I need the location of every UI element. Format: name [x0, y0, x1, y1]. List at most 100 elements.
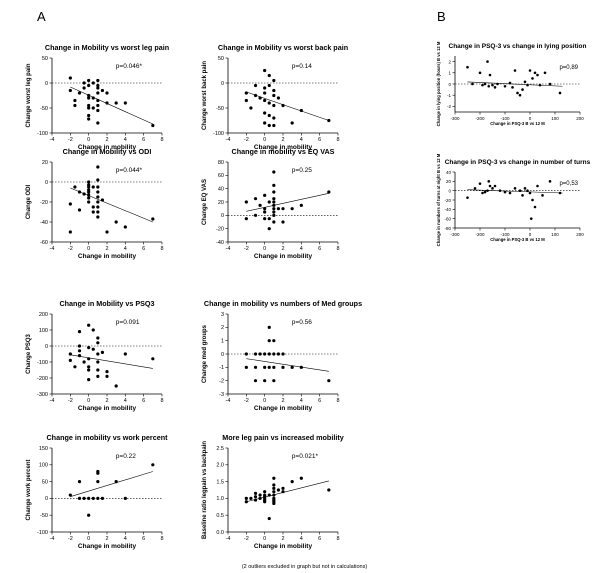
data-point — [87, 196, 91, 200]
y-axis-label: Change in lying position (hours) B vs 12… — [436, 41, 441, 126]
data-point — [87, 185, 91, 189]
data-point — [68, 230, 72, 234]
data-point — [258, 96, 262, 100]
y-tick-label: 100 — [39, 463, 48, 469]
y-tick-label: 50 — [42, 56, 48, 62]
data-point — [82, 496, 86, 500]
data-point — [327, 488, 331, 492]
data-point — [96, 78, 100, 83]
y-tick-label: 80 — [218, 160, 224, 166]
x-tick-label: 8 — [160, 536, 163, 542]
data-point — [267, 101, 271, 105]
data-point — [91, 210, 95, 214]
x-tick-label: 6 — [142, 137, 145, 143]
data-point — [267, 365, 271, 369]
data-point — [272, 88, 276, 93]
data-point — [508, 191, 512, 195]
y-tick-label: 0.5 — [216, 513, 224, 519]
data-point — [258, 496, 262, 500]
data-point — [96, 195, 100, 199]
x-tick-label: 0 — [87, 137, 90, 143]
data-point — [105, 101, 109, 105]
data-point — [91, 96, 95, 100]
data-point — [87, 103, 91, 108]
trend-line — [246, 91, 329, 121]
p-value-annotation: p=0.046* — [116, 63, 143, 70]
data-point — [253, 213, 258, 217]
data-point — [82, 192, 86, 196]
x-tick-label: 0 — [263, 246, 266, 252]
x-axis-label: Change in mobility — [78, 253, 137, 260]
p-value-annotation: p=0,53 — [559, 181, 578, 187]
data-point — [263, 68, 267, 73]
data-point — [82, 81, 86, 85]
x-tick-label: -2 — [244, 246, 249, 252]
data-point — [272, 123, 276, 128]
data-point — [87, 96, 91, 100]
data-point — [272, 365, 276, 369]
data-point — [299, 365, 303, 369]
y-tick-label: -60 — [40, 240, 48, 246]
data-point — [87, 117, 91, 121]
data-point — [258, 352, 262, 356]
chart-title: Change in mobility vs EQ VAS — [232, 147, 335, 156]
data-point — [521, 194, 524, 197]
data-point — [123, 496, 127, 500]
data-point — [276, 352, 281, 356]
data-point — [481, 191, 484, 195]
x-tick-label: -300 — [450, 232, 460, 237]
data-point — [87, 323, 91, 327]
data-point — [272, 486, 276, 490]
data-point — [272, 220, 276, 224]
data-point — [96, 496, 100, 500]
data-point — [91, 81, 95, 85]
data-point — [498, 189, 502, 192]
y-axis-label: Change PSQ3 — [26, 334, 32, 374]
y-tick-label: 40 — [218, 186, 224, 192]
data-point — [267, 113, 271, 118]
data-point — [244, 91, 248, 95]
y-tick-label: 2.5 — [216, 446, 224, 452]
x-tick-label: 0 — [263, 137, 266, 143]
y-tick-label: 50 — [42, 479, 48, 485]
y-tick-label: 1 — [221, 338, 224, 344]
y-tick-label: 0 — [45, 81, 48, 87]
data-point — [483, 82, 487, 86]
x-axis-label: Change in PSQ-3 B vs 12 M — [490, 237, 545, 242]
y-tick-label: 0 — [448, 188, 451, 193]
p-value-annotation: p=0.25 — [292, 167, 312, 174]
data-point — [466, 196, 469, 199]
trend-line — [70, 86, 153, 125]
data-point — [91, 328, 95, 332]
data-point — [253, 197, 258, 201]
data-point — [263, 210, 267, 214]
x-tick-label: 8 — [160, 137, 163, 143]
data-point — [290, 365, 294, 369]
data-point — [244, 352, 248, 356]
y-tick-label: 1.0 — [216, 496, 224, 502]
data-point — [87, 190, 91, 194]
data-point — [96, 360, 100, 364]
data-point — [521, 88, 524, 91]
data-point — [263, 365, 267, 369]
data-point — [77, 349, 82, 353]
data-point — [267, 352, 271, 356]
chart-3: Change in Mobility vs ODI-4 -2 0 2 4 6 8-60-40… — [26, 147, 164, 260]
y-tick-label: -3 — [219, 392, 224, 398]
y-tick-label: -20 — [216, 226, 224, 232]
data-point — [96, 215, 100, 219]
x-tick-label: 200 — [576, 232, 584, 237]
y-tick-label: 1.5 — [216, 479, 224, 485]
y-tick-label: 20 — [446, 179, 452, 184]
y-tick-label: -40 — [40, 220, 48, 226]
data-point — [91, 185, 95, 189]
y-tick-label: -40 — [216, 240, 224, 246]
x-tick-label: -4 — [226, 246, 231, 252]
data-point — [281, 486, 285, 490]
x-tick-label: 2 — [281, 536, 284, 542]
data-point — [327, 118, 331, 123]
x-axis-label: Change in mobility — [78, 144, 137, 151]
data-point — [123, 225, 127, 229]
data-point — [267, 217, 271, 221]
y-tick-label: -60 — [444, 216, 451, 221]
